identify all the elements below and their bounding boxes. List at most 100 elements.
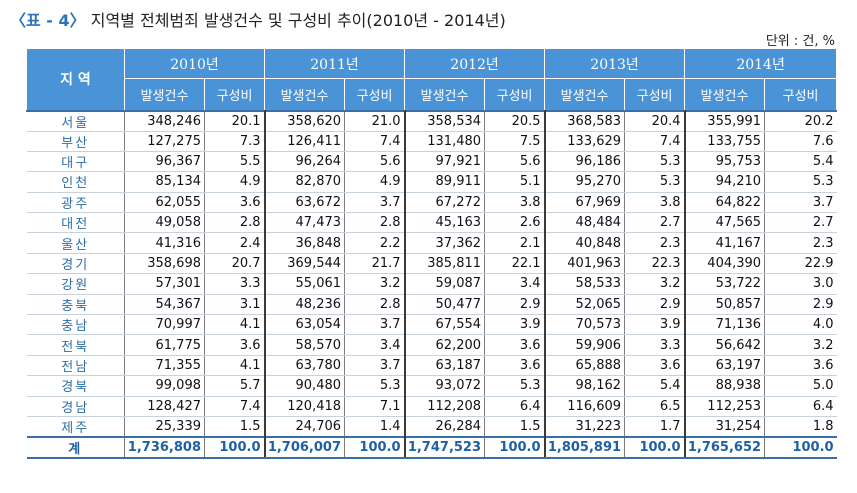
ratio-cell: 3.8 [624,192,686,214]
ratio-header: 구성비 [344,78,406,111]
table-row: 대구 96,367 5.5 96,264 5.6 97,921 5.6 96,186 5.3 95… [26,151,837,173]
count-cell: 98,162 [544,375,626,397]
ratio-cell: 3.6 [484,355,546,377]
ratio-cell: 100.0 [764,435,837,459]
ratio-cell: 100.0 [204,435,266,459]
count-cell: 55,061 [264,273,346,295]
region-name: 제주 [26,416,125,438]
ratio-cell: 20.5 [484,109,546,132]
table-body: 서울 348,246 20.1 358,620 21.0 358,534 20.5 368,5… [26,109,837,459]
count-header: 발생건수 [124,78,205,111]
table-title-text: 지역별 전체범죄 발생건수 및 구성비 추이(2010년 - 2014년) [90,11,506,30]
count-cell: 54,367 [124,294,205,316]
table-row: 제주 25,339 1.5 24,706 1.4 26,284 1.5 31,223 1.7 31… [26,416,837,438]
count-cell: 47,565 [684,212,766,234]
ratio-cell: 5.6 [484,151,546,173]
ratio-cell: 7.5 [484,131,546,152]
ratio-cell: 3.6 [484,334,546,356]
count-cell: 71,355 [124,355,205,377]
count-cell: 96,264 [264,151,346,173]
ratio-header: 구성비 [203,78,266,111]
region-name: 서울 [26,109,125,132]
ratio-cell: 3.4 [484,273,546,295]
ratio-cell: 4.1 [204,355,266,377]
region-name: 대구 [26,151,125,173]
count-cell: 41,316 [124,232,205,254]
count-cell: 401,963 [544,253,626,275]
ratio-cell: 6.4 [764,396,837,417]
unit-label: 단위 : 건, % [765,34,835,49]
count-cell: 36,848 [264,232,346,254]
region-name: 경남 [26,396,125,417]
count-cell: 133,629 [544,131,626,152]
ratio-cell: 21.0 [344,109,406,132]
table-row: 경북 99,098 5.7 90,480 5.3 93,072 5.3 98,162 5.4 88… [26,375,837,397]
count-cell: 82,870 [264,171,346,193]
count-cell: 49,058 [124,212,205,234]
count-cell: 63,054 [264,314,346,336]
ratio-cell: 4.0 [764,314,837,336]
ratio-cell: 3.3 [204,273,266,295]
count-cell: 70,997 [124,314,205,336]
count-cell: 131,480 [404,131,486,152]
ratio-header: 구성비 [624,78,686,111]
region-name: 경기 [26,253,125,275]
table-row: 서울 348,246 20.1 358,620 21.0 358,534 20.5 368,5… [26,109,837,132]
count-cell: 58,533 [544,273,626,295]
year-header: 2012년 [404,48,546,79]
ratio-cell: 20.4 [624,109,686,132]
count-cell: 385,811 [404,253,486,275]
table-row: 충북 54,367 3.1 48,236 2.8 50,477 2.9 52,065 2.9 50… [26,294,837,316]
count-cell: 358,534 [404,109,486,132]
ratio-cell: 3.6 [764,355,837,377]
count-cell: 25,339 [124,416,205,438]
count-cell: 45,163 [404,212,486,234]
ratio-cell: 1.4 [344,416,406,438]
ratio-header: 구성비 [484,78,546,111]
total-label: 계 [26,435,125,459]
table-row: 전남 71,355 4.1 63,780 3.7 63,187 3.6 65,888 3.6 63… [26,355,837,377]
count-cell: 53,722 [684,273,766,295]
region-name: 광주 [26,192,125,214]
count-cell: 63,672 [264,192,346,214]
crime-statistics-table: 지 역 2010년 2011년 2012년 2013년 2014년 발생건수 구… [26,48,838,459]
ratio-cell: 21.7 [344,253,406,275]
sub-header-row: 발생건수 구성비 발생건수 구성비 발생건수 구성비 발생건수 구성비 발생건수… [27,78,838,111]
ratio-cell: 3.9 [624,314,686,336]
count-cell: 93,072 [404,375,486,397]
count-cell: 59,906 [544,334,626,356]
region-header: 지 역 [26,48,125,111]
count-cell: 67,554 [404,314,486,336]
count-cell: 56,642 [684,334,766,356]
ratio-cell: 20.7 [204,253,266,275]
year-header-row: 지 역 2010년 2011년 2012년 2013년 2014년 [26,48,838,111]
ratio-cell: 2.9 [484,294,546,316]
ratio-cell: 5.4 [624,375,686,397]
ratio-cell: 5.4 [764,151,837,173]
count-cell: 59,087 [404,273,486,295]
ratio-cell: 5.3 [624,171,686,193]
count-cell: 120,418 [264,396,346,417]
ratio-header: 구성비 [764,78,838,111]
ratio-cell: 2.8 [344,212,406,234]
count-cell: 89,911 [404,171,486,193]
region-name: 충남 [26,314,125,336]
count-cell: 116,609 [544,396,626,417]
ratio-cell: 1.8 [764,416,837,438]
table-row: 대전 49,058 2.8 47,473 2.8 45,163 2.6 48,484 2.7 47… [26,212,837,234]
count-cell: 1,736,808 [124,435,205,459]
table-row: 강원 57,301 3.3 55,061 3.2 59,087 3.4 58,533 3.2 53… [26,273,837,295]
ratio-cell: 3.3 [624,334,686,356]
region-name: 전북 [26,334,125,356]
count-cell: 1,765,652 [684,435,766,459]
table-row: 충남 70,997 4.1 63,054 3.7 67,554 3.9 70,573 3.9 71… [26,314,837,336]
count-cell: 1,706,007 [264,435,346,459]
ratio-cell: 4.9 [344,171,406,193]
ratio-cell: 7.1 [344,396,406,417]
ratio-cell: 3.7 [344,355,406,377]
count-cell: 65,888 [544,355,626,377]
region-name: 충북 [26,294,125,316]
count-cell: 404,390 [684,253,766,275]
table-row: 부산 127,275 7.3 126,411 7.4 131,480 7.5 133,629 7… [26,131,837,152]
count-cell: 47,473 [264,212,346,234]
